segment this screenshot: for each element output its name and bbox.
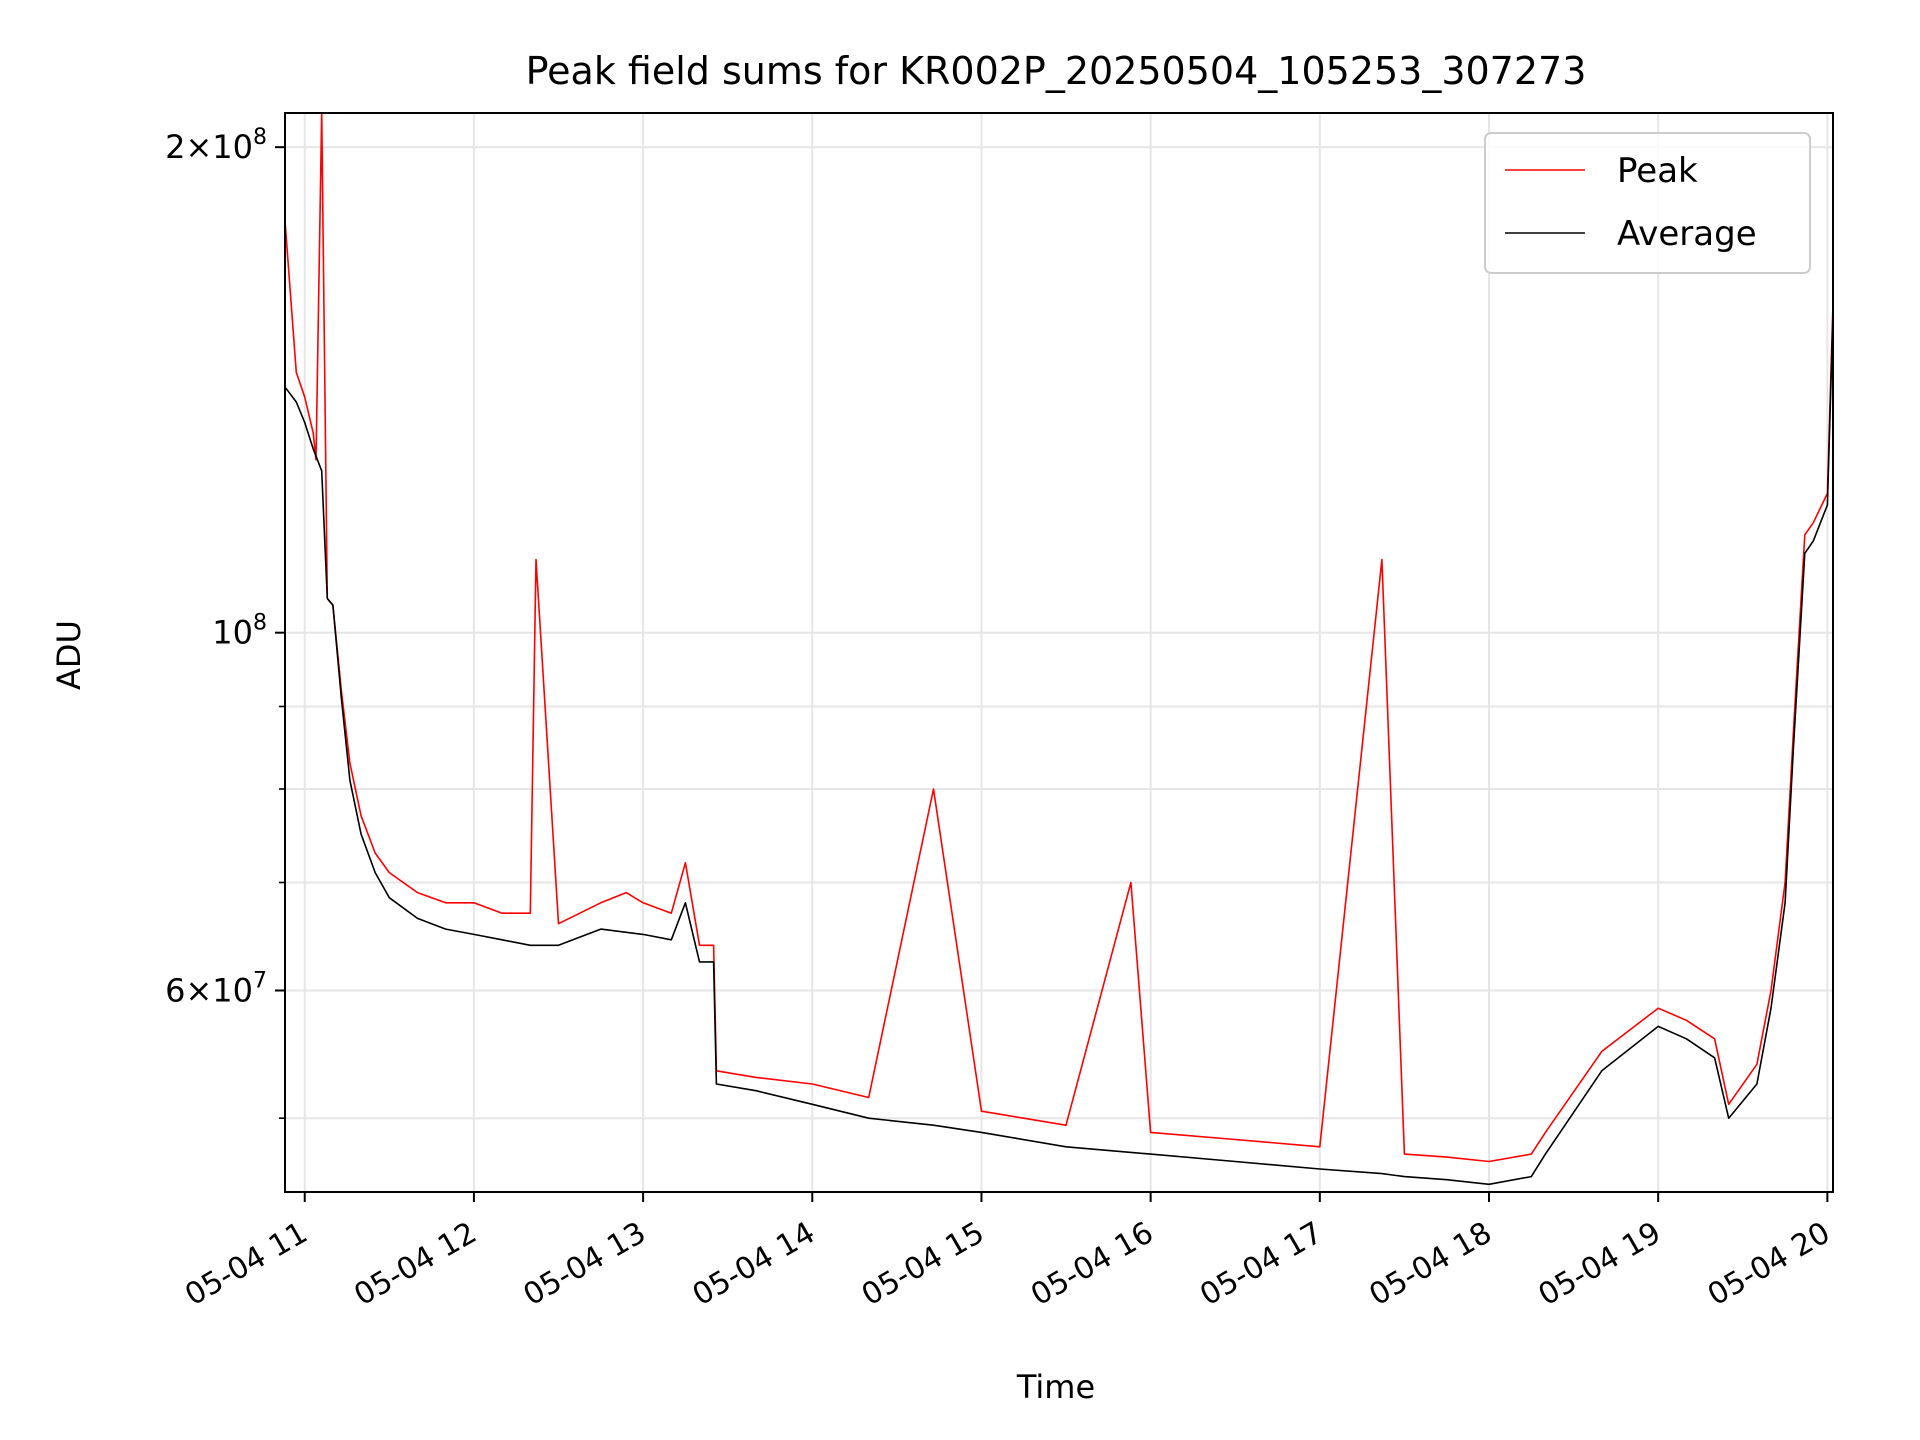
plot-frame	[284, 112, 1834, 1193]
chart-title: Peak field sums for KR002P_20250504_1052…	[526, 49, 1587, 93]
legend-box	[1484, 132, 1811, 274]
series-line-peak	[285, 113, 1833, 1163]
y-tick-label: 2×108	[165, 125, 267, 166]
y-axis-label: ADU	[50, 620, 88, 690]
y-tick-label: 108	[212, 611, 267, 652]
series-layer	[285, 113, 1833, 1186]
legend: Peak Average	[1484, 132, 1811, 274]
series-line-average	[285, 312, 1833, 1186]
legend-label-average: Average	[1617, 214, 1757, 254]
y-tick-label: 6×107	[165, 968, 267, 1009]
legend-label-peak: Peak	[1617, 151, 1698, 191]
x-axis-label: Time	[1016, 1368, 1095, 1406]
grid	[285, 113, 1833, 1192]
